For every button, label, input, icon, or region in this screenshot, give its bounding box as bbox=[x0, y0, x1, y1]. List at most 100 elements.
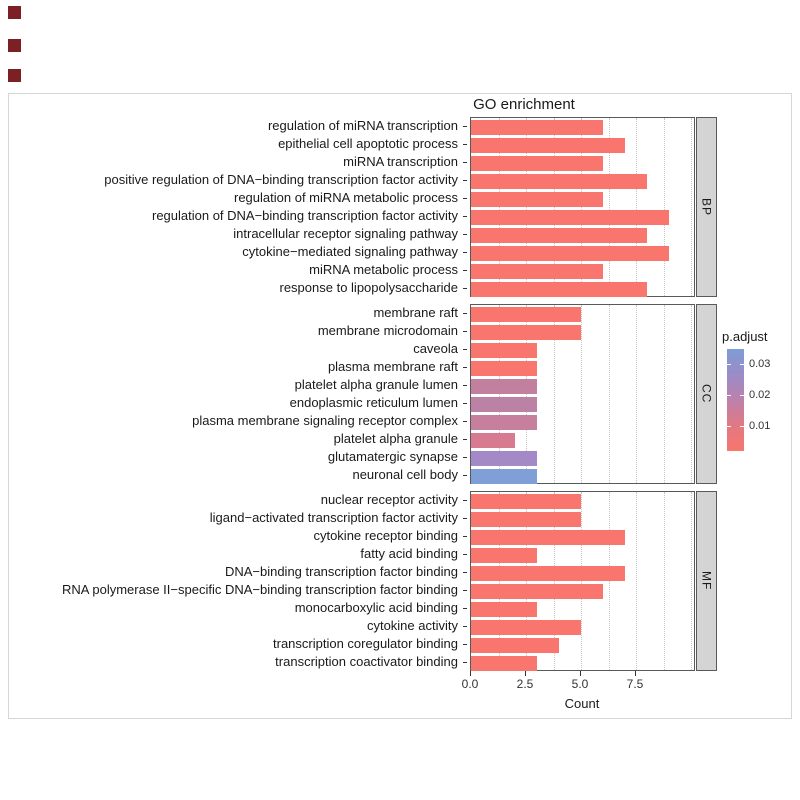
bullet-square bbox=[8, 6, 21, 19]
bar-cc-3 bbox=[471, 360, 537, 376]
facet-panel-mf bbox=[470, 491, 695, 671]
y-axis-tick bbox=[463, 439, 467, 440]
gridline bbox=[691, 492, 692, 670]
x-axis-tick bbox=[470, 671, 471, 676]
bar-mf-7 bbox=[471, 619, 581, 635]
bar-mf-3 bbox=[471, 547, 537, 563]
y-axis-label: plasma membrane signaling receptor compl… bbox=[192, 413, 458, 428]
legend-tick-mark bbox=[740, 395, 744, 396]
y-axis-label: monocarboxylic acid binding bbox=[294, 600, 458, 615]
y-axis-tick bbox=[463, 126, 467, 127]
bar-bp-1 bbox=[471, 137, 625, 153]
gridline bbox=[663, 118, 665, 296]
y-axis-tick bbox=[463, 313, 467, 314]
gridline bbox=[663, 492, 665, 670]
gridline bbox=[553, 305, 555, 483]
y-axis-label: miRNA transcription bbox=[343, 154, 458, 169]
chart-title: GO enrichment bbox=[473, 96, 575, 113]
y-axis-tick bbox=[463, 180, 467, 181]
bar-cc-1 bbox=[471, 324, 581, 340]
legend-tick-label: 0.01 bbox=[749, 420, 771, 432]
y-axis-label: regulation of DNA−binding transcription … bbox=[151, 208, 458, 223]
y-axis-label: RNA polymerase II−specific DNA−binding t… bbox=[62, 582, 458, 597]
y-axis-label: membrane microdomain bbox=[317, 323, 458, 338]
y-axis-tick bbox=[463, 554, 467, 555]
bar-bp-7 bbox=[471, 245, 669, 261]
y-axis-tick bbox=[463, 331, 467, 332]
y-axis-label: glutamatergic synapse bbox=[327, 449, 458, 464]
bar-mf-4 bbox=[471, 565, 625, 581]
bar-mf-6 bbox=[471, 601, 537, 617]
gridline bbox=[691, 305, 692, 483]
y-axis-label: platelet alpha granule lumen bbox=[294, 377, 458, 392]
y-axis-label: ligand−activated transcription factor ac… bbox=[209, 510, 458, 525]
legend-tick-mark bbox=[740, 364, 744, 365]
go-enrichment-figure: GO enrichment regulation of miRNA transc… bbox=[8, 93, 792, 719]
gridline bbox=[553, 492, 555, 670]
facet-panel-cc bbox=[470, 304, 695, 484]
gridline bbox=[498, 492, 500, 670]
y-axis-label: DNA−binding transcription factor binding bbox=[224, 564, 458, 579]
y-axis-label: transcription coactivator binding bbox=[275, 654, 458, 669]
y-axis-label: regulation of miRNA transcription bbox=[267, 118, 458, 133]
bar-mf-2 bbox=[471, 529, 625, 545]
x-axis-tick-label: 7.5 bbox=[626, 677, 644, 691]
bar-bp-8 bbox=[471, 263, 603, 279]
x-axis-tick bbox=[580, 671, 581, 676]
bullet-square bbox=[8, 69, 21, 82]
y-axis-label: endoplasmic reticulum lumen bbox=[289, 395, 458, 410]
bar-cc-4 bbox=[471, 378, 537, 394]
x-axis-tick bbox=[635, 671, 636, 676]
facet-strip-label: MF bbox=[699, 571, 714, 591]
gridline bbox=[636, 305, 637, 483]
y-axis-label: regulation of miRNA metabolic process bbox=[234, 190, 458, 205]
bar-bp-9 bbox=[471, 281, 647, 297]
bar-bp-4 bbox=[471, 191, 603, 207]
gridline bbox=[691, 118, 692, 296]
legend-tick-mark bbox=[740, 426, 744, 427]
y-axis-tick bbox=[463, 349, 467, 350]
y-axis-tick bbox=[463, 216, 467, 217]
bar-bp-6 bbox=[471, 227, 647, 243]
bar-mf-8 bbox=[471, 637, 559, 653]
facet-strip-bp: BP bbox=[696, 117, 717, 297]
y-axis-label: cytokine−mediated signaling pathway bbox=[242, 244, 458, 259]
x-axis-title: Count bbox=[564, 696, 600, 711]
legend-tick-mark bbox=[727, 426, 731, 427]
y-axis-tick bbox=[463, 475, 467, 476]
legend-tick-label: 0.02 bbox=[749, 389, 771, 401]
gridline bbox=[581, 118, 582, 296]
gridline bbox=[498, 305, 500, 483]
gridline bbox=[581, 305, 582, 483]
gridline bbox=[663, 305, 665, 483]
legend-tick-mark bbox=[727, 395, 731, 396]
bar-cc-8 bbox=[471, 450, 537, 466]
legend-tick-label: 0.03 bbox=[749, 358, 771, 370]
bar-cc-6 bbox=[471, 414, 537, 430]
y-axis-label: miRNA metabolic process bbox=[309, 262, 458, 277]
y-axis-tick bbox=[463, 421, 467, 422]
gridline bbox=[636, 118, 637, 296]
bar-bp-2 bbox=[471, 155, 603, 171]
y-axis-tick bbox=[463, 590, 467, 591]
facet-panel-bp bbox=[470, 117, 695, 297]
y-axis-label: plasma membrane raft bbox=[327, 359, 458, 374]
gridline bbox=[498, 118, 500, 296]
bar-cc-2 bbox=[471, 342, 537, 358]
gridline bbox=[636, 492, 637, 670]
x-axis-tick bbox=[525, 671, 526, 676]
x-axis-tick-label: 5.0 bbox=[571, 677, 589, 691]
gridline bbox=[608, 492, 610, 670]
facet-strip-mf: MF bbox=[696, 491, 717, 671]
y-axis-label: response to lipopolysaccharide bbox=[279, 280, 459, 295]
y-axis-label: nuclear receptor activity bbox=[320, 492, 458, 507]
y-axis-tick bbox=[463, 198, 467, 199]
bar-mf-9 bbox=[471, 655, 537, 671]
y-axis-tick bbox=[463, 626, 467, 627]
bar-cc-5 bbox=[471, 396, 537, 412]
y-axis-tick bbox=[463, 572, 467, 573]
legend-tick-mark bbox=[727, 364, 731, 365]
bar-bp-0 bbox=[471, 119, 603, 135]
y-axis-tick bbox=[463, 144, 467, 145]
x-axis-tick-label: 0.0 bbox=[461, 677, 479, 691]
